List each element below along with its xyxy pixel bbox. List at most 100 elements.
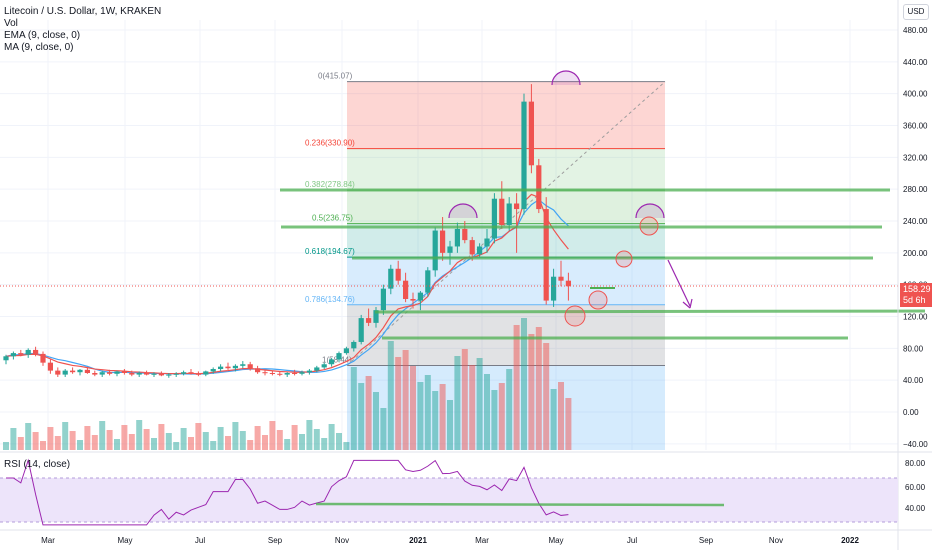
volume-bar — [47, 427, 54, 450]
arrow-line — [667, 259, 691, 307]
volume-bar — [543, 343, 550, 450]
candle-body — [558, 276, 564, 281]
candle-body — [314, 367, 320, 371]
candle-body — [299, 372, 305, 374]
candle-body — [269, 373, 275, 375]
candle-body — [277, 373, 283, 375]
y-tick-label: 80.00 — [903, 344, 924, 353]
vol-legend: Vol — [4, 18, 18, 29]
y-tick-label: 320.00 — [903, 153, 928, 162]
candle-body — [477, 246, 483, 255]
candle-body — [454, 228, 460, 247]
volume-bar — [328, 424, 335, 450]
fib-label: 0.786(134.76) — [305, 295, 355, 304]
candle-body — [136, 373, 142, 375]
volume-bar — [254, 426, 261, 450]
candle-body — [469, 240, 475, 255]
candle-body — [151, 373, 157, 375]
candle-body — [351, 341, 357, 349]
volume-bar — [550, 389, 557, 450]
volume-bar — [358, 383, 365, 450]
candle-body — [129, 373, 135, 375]
candles — [3, 84, 571, 378]
candle-body — [25, 349, 31, 355]
candle-body — [358, 318, 364, 342]
y-tick-label: 400.00 — [903, 90, 928, 99]
candle-body — [506, 203, 512, 225]
y-tick-label: 0.00 — [903, 408, 919, 417]
trend-line — [374, 309, 926, 314]
volume-bar — [410, 366, 416, 450]
candle-body — [499, 198, 505, 225]
volume-bar — [513, 325, 520, 450]
fib-zone-lower — [347, 365, 665, 450]
fib-label: 0.5(236.75) — [312, 214, 353, 223]
volume-bar — [439, 384, 446, 450]
volume-bar — [17, 437, 24, 450]
symbol-title: Litecoin / U.S. Dollar, 1W, KRAKEN — [4, 6, 162, 17]
candle-body — [10, 353, 16, 357]
candle-body — [528, 101, 534, 166]
x-tick-label: Sep — [699, 536, 714, 545]
candle-body — [166, 374, 172, 376]
ema-legend: EMA (9, close, 0) — [4, 30, 81, 41]
candle-body — [144, 373, 150, 375]
volume-bar — [247, 440, 254, 450]
volume-bar — [180, 428, 187, 450]
volume-bar — [25, 423, 32, 450]
candle-body — [284, 373, 290, 375]
fib-zone — [347, 148, 665, 191]
volume-bar — [461, 349, 468, 450]
candle-body — [195, 373, 201, 375]
volume-bar — [521, 318, 527, 450]
volume-bar — [136, 420, 143, 450]
x-tick-label: Nov — [769, 536, 783, 545]
top-marker-arc — [551, 70, 581, 86]
x-tick-label: Nov — [335, 536, 349, 545]
candle-body — [114, 371, 120, 374]
x-tick-label: May — [117, 536, 132, 545]
candle-body — [306, 370, 312, 373]
volume-bar — [165, 433, 172, 450]
ma-line — [5, 198, 569, 375]
rsi-legend: RSI (14, close) — [4, 459, 71, 470]
candle-body — [536, 165, 542, 210]
user-drawings[interactable] — [280, 70, 926, 340]
volume-bar — [173, 442, 180, 450]
volume-bars — [3, 318, 572, 450]
candle-body — [70, 370, 76, 373]
candle-body — [188, 372, 194, 374]
volume-bar — [262, 435, 268, 450]
x-tick-label: 2021 — [409, 536, 427, 545]
currency-button[interactable]: USD — [903, 4, 929, 20]
top-marker-arc — [448, 203, 478, 219]
x-tick-label: Jul — [195, 536, 205, 545]
volume-bar — [528, 334, 535, 450]
candle-body — [425, 270, 431, 293]
candle-body — [417, 292, 423, 301]
y-tick-label: 480.00 — [903, 26, 928, 35]
highlight-circle — [588, 290, 608, 310]
x-tick-label: Sep — [268, 536, 283, 545]
fib-label: 0.382(278.84) — [305, 180, 355, 189]
volume-bar — [106, 430, 113, 450]
volume-bar — [276, 430, 283, 450]
volume-bar — [77, 440, 83, 450]
volume-bar — [498, 383, 505, 450]
y-tick-label: 200.00 — [903, 249, 928, 258]
candle-body — [240, 364, 246, 366]
volume-bar — [202, 432, 209, 450]
fib-label: 0(415.07) — [318, 72, 353, 81]
volume-bar — [506, 369, 513, 450]
candle-body — [203, 371, 209, 375]
top-marker-arc — [635, 203, 665, 219]
fib-zone — [347, 81, 665, 149]
volume-bar — [558, 382, 564, 450]
x-tick-label: Mar — [475, 536, 489, 545]
volume-bar — [343, 442, 350, 450]
volume-bar — [210, 441, 217, 450]
volume-bar — [447, 400, 453, 450]
volume-bar — [10, 428, 17, 450]
volume-bar — [469, 365, 476, 450]
